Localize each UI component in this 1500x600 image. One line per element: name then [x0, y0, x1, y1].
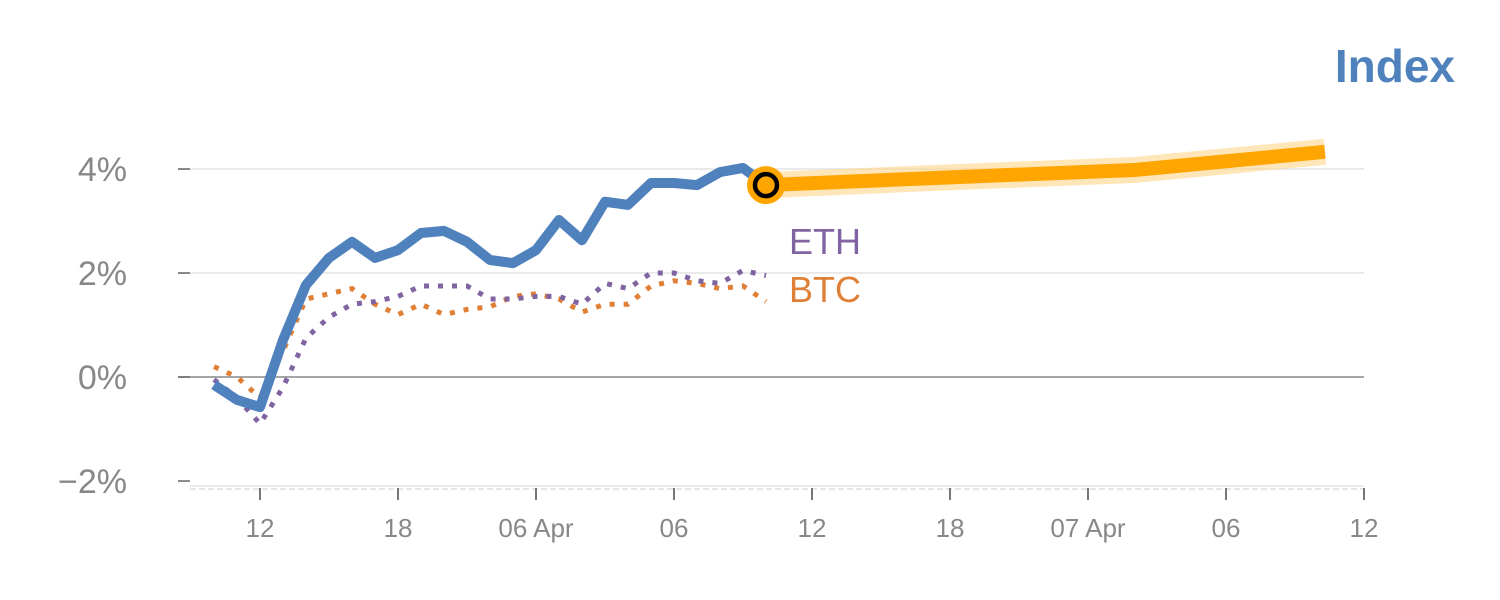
series-lines: [211, 138, 1327, 428]
x-axis: 12 18 06 Apr 06 12 18 07 Apr 06 12: [190, 485, 1379, 543]
series-label-eth: ETH: [789, 221, 861, 262]
current-point-marker-inner: [752, 171, 780, 199]
series-line-index: [211, 162, 769, 413]
x-tick-label: 06: [1212, 513, 1241, 543]
x-tick-label: 12: [246, 513, 275, 543]
y-axis: 4% 2% 0% −2%: [58, 151, 190, 501]
x-tick-label: 06 Apr: [498, 513, 574, 543]
x-tick-label: 07 Apr: [1050, 513, 1126, 543]
y-tick-label: 0%: [78, 359, 127, 397]
x-tick-label: 18: [384, 513, 413, 543]
forecast-line: [765, 144, 1326, 193]
series-line-btc: [212, 278, 768, 402]
y-tick-label: 4%: [78, 151, 127, 189]
series-line-eth: [212, 267, 767, 428]
chart-title: Index: [1335, 40, 1456, 92]
y-tick-label: 2%: [78, 255, 127, 293]
x-tick-label: 12: [798, 513, 827, 543]
y-tick-label: −2%: [58, 463, 127, 501]
x-tick-label: 18: [936, 513, 965, 543]
x-tick-label: 12: [1350, 513, 1379, 543]
x-tick-label: 06: [660, 513, 689, 543]
series-label-btc: BTC: [789, 269, 861, 310]
